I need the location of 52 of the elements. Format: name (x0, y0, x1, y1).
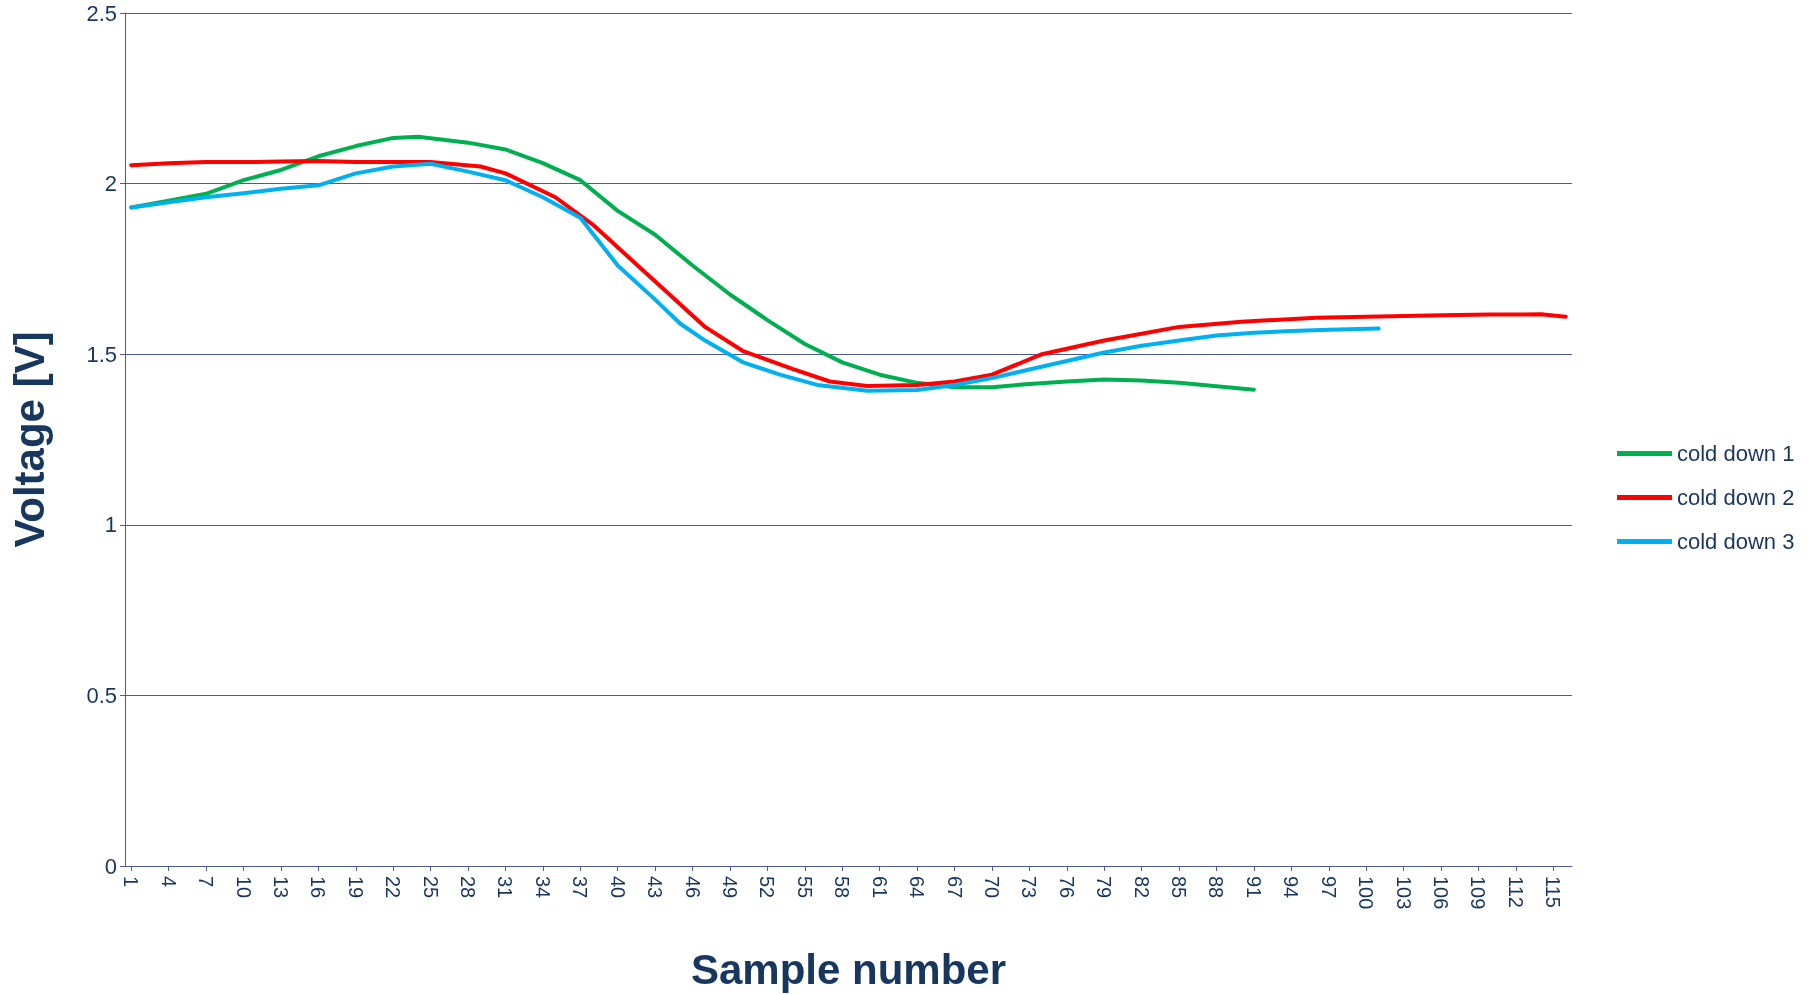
legend-label: cold down 3 (1677, 529, 1795, 554)
x-tick-label: 85 (1168, 876, 1191, 899)
x-tick-label: 19 (344, 876, 367, 899)
x-tick-label: 34 (531, 876, 554, 899)
x-tick-label: 88 (1205, 876, 1228, 899)
x-tick-label: 16 (307, 876, 330, 899)
line-series (129, 161, 1381, 393)
y-tick-label: 1.5 (86, 341, 117, 367)
x-tick-label: 64 (906, 876, 929, 899)
x-tick-label: 13 (269, 876, 292, 899)
line-series (129, 159, 1568, 388)
x-tick-label: 82 (1130, 876, 1153, 899)
x-tick-label: 67 (943, 876, 966, 899)
x-tick-label: 49 (719, 876, 741, 899)
x-tick-label: 97 (1317, 876, 1340, 899)
x-tick-label: 79 (1093, 876, 1116, 899)
x-tick-label: 46 (681, 876, 704, 899)
y-tick-label: 0.5 (86, 682, 117, 708)
x-tick-label: 7 (195, 876, 218, 888)
legend-label: cold down 1 (1677, 441, 1795, 466)
y-tick-label: 2.5 (86, 0, 117, 26)
x-tick-label: 70 (980, 876, 1003, 899)
x-tick-label: 28 (457, 876, 480, 899)
y-tick-label: 2 (104, 171, 117, 197)
x-tick-label: 31 (494, 876, 517, 899)
x-tick-label: 106 (1430, 876, 1453, 910)
x-tick-label: 1 (120, 876, 143, 888)
x-tick-label: 61 (868, 876, 891, 899)
x-tick-label: 91 (1242, 876, 1265, 899)
x-tick-label: 52 (756, 876, 779, 899)
x-tick-label: 94 (1280, 876, 1303, 899)
x-tick-label: 100 (1355, 876, 1378, 910)
x-tick-label: 55 (793, 876, 816, 899)
x-tick-label: 40 (606, 876, 629, 899)
x-tick-label: 103 (1392, 876, 1415, 910)
x-axis-title: Sample number (690, 945, 1007, 993)
x-tick-label: 37 (569, 876, 592, 899)
y-tick-label: 1 (104, 512, 117, 538)
x-tick-label: 112 (1504, 876, 1527, 908)
x-tick-label: 10 (232, 876, 255, 899)
x-tick-label: 25 (419, 876, 442, 899)
y-tick-label: 0 (104, 853, 117, 879)
x-tick-label: 4 (157, 876, 180, 888)
x-tick-label: 58 (831, 876, 854, 899)
x-tick-label: 109 (1467, 876, 1490, 910)
x-tick-label: 22 (382, 876, 405, 899)
legend-label: cold down 2 (1677, 485, 1795, 510)
x-tick-label: 115 (1542, 876, 1565, 908)
x-tick-label: 43 (644, 876, 667, 899)
x-tick-label: 73 (1018, 876, 1041, 899)
y-axis-title: Voltage [V] (5, 331, 53, 548)
x-tick-label: 76 (1055, 876, 1078, 899)
